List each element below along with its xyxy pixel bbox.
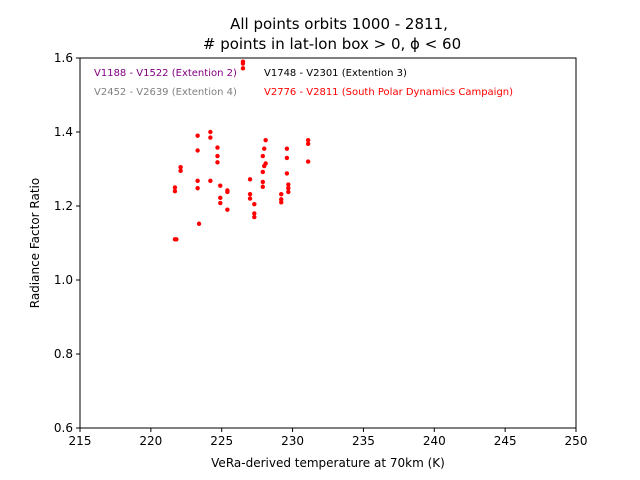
legend: V1188 - V1522 (Extention 2) V1748 - V2301… [94, 68, 513, 98]
data-point [286, 189, 291, 195]
data-point [279, 191, 284, 197]
data-point [247, 191, 253, 197]
legend-entry: V1748 - V2301 (Extention 3) [264, 68, 407, 79]
data-point [286, 182, 291, 187]
data-point [247, 177, 253, 182]
data-point [178, 164, 183, 170]
data-point [218, 200, 223, 206]
data-point [260, 169, 266, 175]
x-tick-label: 220 [139, 434, 162, 448]
data-point [260, 179, 266, 185]
x-tick-label: 235 [352, 434, 375, 448]
y-tick-label: 1.6 [54, 51, 73, 65]
data-point [215, 145, 220, 150]
y-tick-label: 1.0 [54, 273, 73, 287]
data-point [195, 133, 200, 138]
legend-entry: V2452 - V2639 (Extention 4) [94, 87, 237, 98]
data-point [284, 155, 290, 161]
y-axis-ticks: 0.6 0.8 1.0 1.2 1.4 1.6 [54, 51, 80, 435]
x-axis-label: VeRa-derived temperature at 70km (K) [211, 456, 445, 470]
data-point [225, 189, 230, 195]
data-point [174, 237, 179, 242]
data-point [196, 221, 202, 226]
data-point [305, 159, 311, 164]
x-tick-label: 245 [494, 434, 517, 448]
data-point [262, 146, 267, 151]
x-tick-label: 215 [69, 434, 92, 448]
data-point [284, 146, 290, 151]
axes-frame [79, 57, 577, 429]
data-point [208, 129, 213, 135]
y-tick-label: 1.2 [54, 199, 73, 213]
data-point [172, 185, 178, 190]
data-point [286, 186, 291, 191]
data-point [172, 189, 178, 194]
chart-title-line-2: # points in lat-lon box > 0, ϕ < 60 [203, 35, 461, 53]
data-point [247, 196, 253, 201]
legend-entry: V2776 - V2811 (South Polar Dynamics Camp… [264, 87, 513, 98]
data-point [218, 183, 223, 188]
data-point [240, 66, 246, 71]
data-point [252, 211, 257, 216]
data-point [208, 135, 213, 140]
data-point [260, 184, 266, 189]
data-point [284, 171, 290, 176]
data-point [252, 201, 257, 207]
data-point [263, 161, 268, 166]
x-axis-ticks: 215 220 225 230 235 240 245 250 [69, 428, 588, 448]
plot-area [172, 59, 311, 242]
x-tick-label: 240 [423, 434, 446, 448]
x-tick-label: 230 [281, 434, 304, 448]
data-point [195, 148, 200, 153]
chart-title-line-1: All points orbits 1000 - 2811, [230, 15, 448, 33]
y-tick-label: 0.6 [54, 421, 73, 435]
data-point [178, 168, 183, 174]
y-tick-label: 1.4 [54, 125, 73, 139]
data-point [263, 137, 268, 143]
data-point [215, 160, 220, 165]
data-point [225, 207, 230, 212]
legend-entry: V1188 - V1522 (Extention 2) [94, 68, 237, 79]
data-point [252, 214, 257, 220]
y-axis-label: Radiance Factor Ratio [28, 178, 42, 309]
data-point [208, 178, 213, 184]
data-point [195, 186, 200, 191]
data-point [305, 141, 311, 147]
data-point [260, 153, 266, 159]
data-point [215, 153, 220, 159]
data-point [305, 137, 311, 143]
x-tick-label: 250 [565, 434, 588, 448]
data-point [218, 195, 223, 201]
x-tick-label: 225 [210, 434, 233, 448]
y-tick-label: 0.8 [54, 347, 73, 361]
data-point [195, 178, 200, 184]
data-point [279, 200, 284, 205]
data-point [240, 61, 246, 66]
